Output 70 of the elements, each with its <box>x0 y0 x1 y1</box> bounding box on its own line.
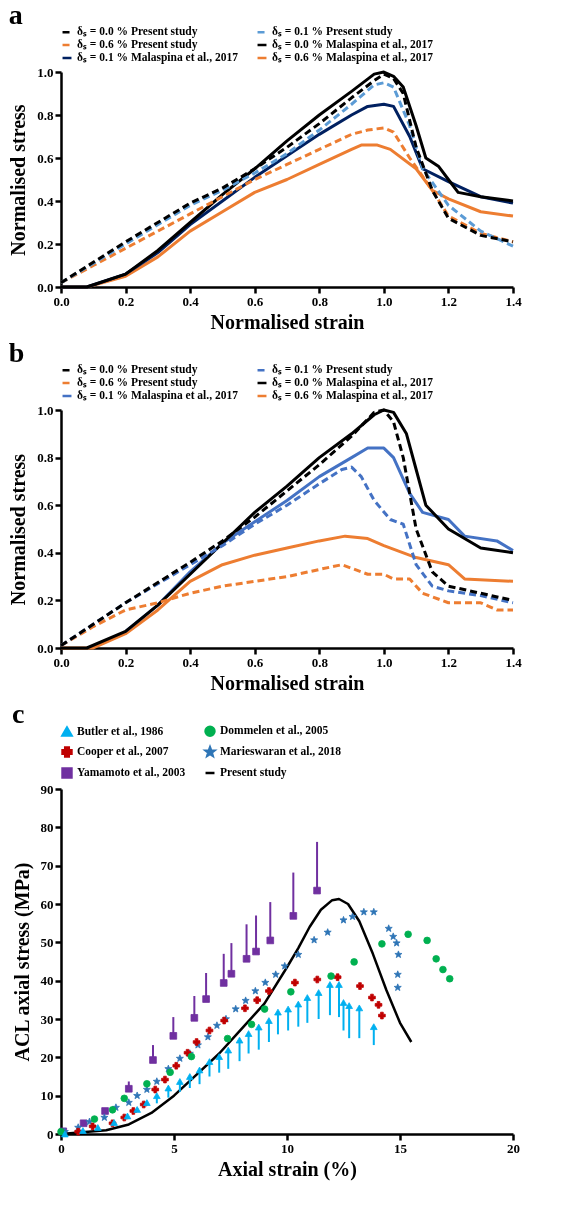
legend-label: δₛ = 0.0 % Present study <box>77 25 198 39</box>
x-tick-label: 1.2 <box>440 654 458 670</box>
legend-label: δₛ = 0.1 % Malaspina et al., 2017 <box>77 51 239 64</box>
y-axis-title: ACL axial stress (MPa) <box>10 862 34 1062</box>
legend-label: δₛ = 0.1 % Malaspina et al., 2017 <box>77 389 239 402</box>
legend-label: Yamamoto et al., 2003 <box>77 766 186 778</box>
x-tick-label: 15 <box>394 1140 408 1156</box>
legend-label: Cooper et al., 2007 <box>77 745 169 758</box>
x-axis-title: Normalised strain <box>210 671 365 694</box>
y-tick-label: 0.0 <box>37 279 54 295</box>
x-tick-label: 10 <box>281 1140 294 1156</box>
y-axis-title: Normalised stress <box>7 104 30 256</box>
legend-label: Dommelen et al., 2005 <box>220 724 329 737</box>
y-tick-label: 0.4 <box>37 545 54 561</box>
x-tick-label: 0 <box>58 1140 65 1156</box>
x-tick-label: 0.8 <box>311 654 329 670</box>
x-tick-label: 0.6 <box>247 654 264 670</box>
x-tick-label: 0.8 <box>311 293 329 309</box>
y-tick-label: 0.2 <box>37 592 54 608</box>
legend-label: δₛ = 0.6 % Malaspina et al., 2017 <box>272 51 434 64</box>
x-tick-label: 0.0 <box>53 293 70 309</box>
chart-title: a <box>8 0 23 30</box>
y-tick-label: 10 <box>40 1088 54 1104</box>
legend-label: Present study <box>220 766 287 779</box>
y-tick-label: 30 <box>40 1011 54 1027</box>
legend-label: δₛ = 0.6 % Present study <box>77 376 198 389</box>
y-tick-label: 0.0 <box>37 640 54 656</box>
y-tick-label: 0.6 <box>37 497 54 513</box>
y-tick-label: 0.8 <box>37 450 54 466</box>
legend-label: Marieswaran et al., 2018 <box>220 745 342 757</box>
legend-label: Butler et al., 1986 <box>77 724 164 737</box>
x-tick-label: 0.2 <box>117 293 135 309</box>
x-axis-title: Normalised strain <box>210 310 365 333</box>
chart-title: b <box>8 337 25 368</box>
x-tick-label: 1.4 <box>505 654 523 670</box>
x-tick-label: 0.6 <box>247 293 264 309</box>
y-tick-label: 0.8 <box>37 107 54 123</box>
x-tick-label: 1.2 <box>440 293 458 309</box>
y-tick-label: 60 <box>40 896 54 912</box>
y-tick-label: 20 <box>40 1049 54 1065</box>
y-tick-label: 70 <box>40 858 54 874</box>
x-tick-label: 0.4 <box>182 654 200 670</box>
x-tick-label: 0.4 <box>182 293 200 309</box>
y-tick-label: 0.6 <box>37 150 54 166</box>
y-tick-label: 90 <box>40 781 54 797</box>
y-tick-label: 50 <box>40 934 54 950</box>
y-axis-title: Normalised stress <box>7 453 30 606</box>
x-tick-label: 1.4 <box>505 293 523 309</box>
legend-label: δₛ = 0.6 % Present study <box>77 38 198 51</box>
x-tick-label: 0.2 <box>117 654 135 670</box>
y-tick-label: 1.0 <box>37 64 54 80</box>
legend-label: δₛ = 0.1 % Present study <box>272 363 393 377</box>
x-tick-label: 1.0 <box>376 654 393 670</box>
legend-label: δₛ = 0.0 % Present study <box>77 363 198 377</box>
legend-label: δₛ = 0.0 % Malaspina et al., 2017 <box>272 376 434 389</box>
y-tick-label: 0 <box>47 1126 54 1142</box>
x-tick-label: 5 <box>171 1140 179 1156</box>
x-tick-label: 1.0 <box>376 293 393 309</box>
x-axis-title: Axial strain (%) <box>218 1157 357 1181</box>
legend-label: δₛ = 0.6 % Malaspina et al., 2017 <box>272 389 434 402</box>
y-tick-label: 0.4 <box>37 193 54 209</box>
y-tick-label: 80 <box>40 819 54 835</box>
y-tick-label: 0.2 <box>37 236 54 252</box>
y-tick-label: 1.0 <box>37 402 54 418</box>
x-tick-label: 0.0 <box>53 654 70 670</box>
legend-label: δₛ = 0.1 % Present study <box>272 25 393 39</box>
y-tick-label: 40 <box>40 973 54 989</box>
legend-label: δₛ = 0.0 % Malaspina et al., 2017 <box>272 38 434 51</box>
chart-title: c <box>12 698 25 729</box>
x-tick-label: 20 <box>507 1140 520 1156</box>
